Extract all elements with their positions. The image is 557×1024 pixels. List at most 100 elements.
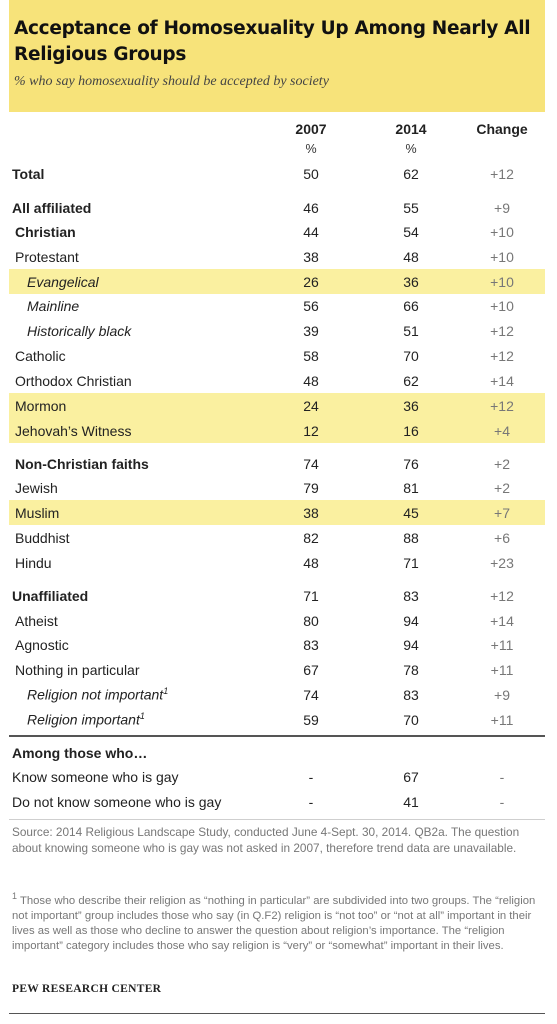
table-row: Buddhist 82 88 +6 <box>9 525 545 550</box>
footnote-text: Those who describe their religion as “no… <box>12 894 536 953</box>
value-2014: 83 <box>403 686 419 703</box>
table-row: Protestant 38 48 +10 <box>9 244 545 269</box>
value-2007: 71 <box>303 587 319 604</box>
value-2014: 62 <box>403 165 419 182</box>
row-label: Muslim <box>15 504 60 521</box>
row-label: Religion not important <box>27 686 164 703</box>
row-label: Atheist <box>15 612 58 629</box>
value-2007: 50 <box>303 165 319 182</box>
table-row-highlighted: Jehovah’s Witness 12 16 +4 <box>9 418 545 443</box>
value-2007: 12 <box>303 422 319 439</box>
page-title: Acceptance of Homosexuality Up Among Nea… <box>14 18 531 65</box>
value-change: - <box>499 793 505 810</box>
value-change: +12 <box>490 165 514 182</box>
value-2014: 94 <box>403 636 419 653</box>
row-label: Jewish <box>15 479 58 496</box>
among-heading: Among those who… <box>12 745 148 761</box>
value-2007: - <box>308 793 314 810</box>
row-label: Total <box>12 165 45 182</box>
table-row: Religion not important1 74 83 +9 <box>9 682 545 707</box>
table-row: Religion important1 59 70 +11 <box>9 707 545 732</box>
value-2007: 59 <box>303 711 319 728</box>
value-change: +14 <box>490 612 514 629</box>
value-change: +12 <box>490 587 514 604</box>
table-row-highlighted: Mormon 24 36 +12 <box>9 393 545 418</box>
value-2007: 48 <box>303 372 319 389</box>
value-change: +23 <box>490 554 514 571</box>
unit-2014: % <box>405 142 417 156</box>
header-band: Acceptance of Homosexuality Up Among Nea… <box>9 0 545 112</box>
table-row: Non-Christian faiths 74 76 +2 <box>9 451 545 476</box>
value-change: +12 <box>490 397 514 414</box>
value-2007: 82 <box>303 529 319 546</box>
brand-logo-text: PEW RESEARCH CENTER <box>12 983 162 995</box>
value-change: +2 <box>494 455 510 472</box>
row-label: Catholic <box>15 347 66 364</box>
value-2014: 36 <box>403 273 419 290</box>
table-row: Historically black 39 51 +12 <box>9 318 545 343</box>
value-2007: 58 <box>303 347 319 364</box>
value-change: +11 <box>490 711 514 728</box>
table-row: Unaffiliated 71 83 +12 <box>9 583 545 608</box>
bottom-divider <box>9 1013 545 1014</box>
row-label: Protestant <box>15 248 79 265</box>
value-change: +10 <box>490 223 514 240</box>
table-row: Hindu 48 71 +23 <box>9 550 545 575</box>
value-2007: 74 <box>303 686 319 703</box>
footnote: 1 Those who describe their religion as “… <box>12 889 542 955</box>
column-header-change: Change <box>476 121 528 137</box>
footnote-marker: 1 <box>139 711 145 722</box>
value-2007: 80 <box>303 612 319 629</box>
table-row: Do not know someone who is gay - 41 - <box>9 789 545 814</box>
table-row: Jewish 79 81 +2 <box>9 475 545 500</box>
value-change: +10 <box>490 273 514 290</box>
row-label: Jehovah’s Witness <box>15 422 132 439</box>
row-label: Christian <box>15 223 76 240</box>
value-change: +14 <box>490 372 514 389</box>
value-2007: 48 <box>303 554 319 571</box>
value-change: +7 <box>494 504 510 521</box>
row-label: Historically black <box>27 322 132 339</box>
value-2014: 48 <box>403 248 419 265</box>
value-2014: 81 <box>403 479 419 496</box>
row-label: All affiliated <box>12 199 92 216</box>
value-2007: 79 <box>303 479 319 496</box>
value-change: +11 <box>490 661 514 678</box>
row-label: Orthodox Christian <box>15 372 132 389</box>
table-row: Mainline 56 66 +10 <box>9 293 545 318</box>
table-row: All affiliated 46 55 +9 <box>9 195 545 220</box>
value-change: +2 <box>494 479 510 496</box>
row-label: Religion important <box>27 711 140 728</box>
value-change: +9 <box>494 199 510 216</box>
value-change: +11 <box>490 636 514 653</box>
row-label: Unaffiliated <box>12 587 89 604</box>
value-2007: 46 <box>303 199 319 216</box>
value-change: +9 <box>494 686 510 703</box>
row-label: Nothing in particular <box>15 661 140 678</box>
footnote-marker: 1 <box>163 686 169 697</box>
value-2014: 55 <box>403 199 419 216</box>
value-change: +4 <box>494 422 510 439</box>
table-row: Atheist 80 94 +14 <box>9 608 545 633</box>
table-row: Know someone who is gay - 67 - <box>9 764 545 789</box>
row-label: Mainline <box>27 297 80 314</box>
value-change: +6 <box>494 529 510 546</box>
row-label: Hindu <box>15 554 52 571</box>
value-2007: 24 <box>303 397 319 414</box>
value-2014: 70 <box>403 347 419 364</box>
table-row: Total 50 62 +12 <box>9 161 545 186</box>
value-2007: - <box>308 768 314 785</box>
table-row: Orthodox Christian 48 62 +14 <box>9 368 545 393</box>
value-2014: 16 <box>403 422 419 439</box>
value-change: +10 <box>490 297 514 314</box>
value-2014: 51 <box>403 322 419 339</box>
table-row: Catholic 58 70 +12 <box>9 343 545 368</box>
row-label: Mormon <box>15 397 67 414</box>
value-2007: 38 <box>303 504 319 521</box>
row-label-with-footnote: Religion not important1 <box>27 686 168 703</box>
value-2014: 70 <box>403 711 419 728</box>
value-2014: 66 <box>403 297 419 314</box>
row-label: Do not know someone who is gay <box>12 793 222 810</box>
column-header-2014: 2014 <box>395 121 427 137</box>
unit-2007: % <box>305 142 317 156</box>
